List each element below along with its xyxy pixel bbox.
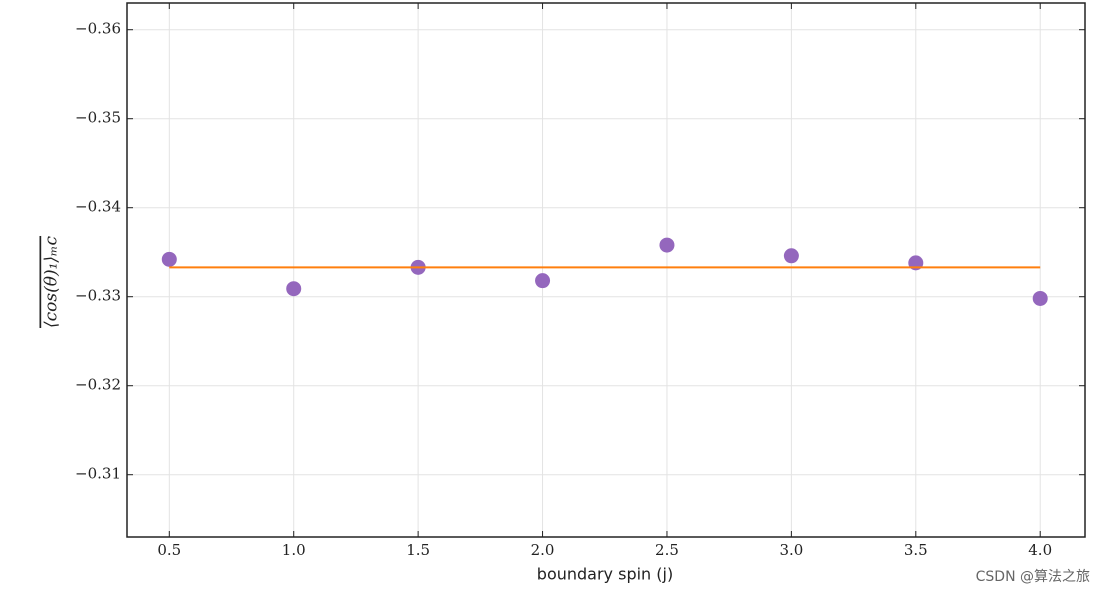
x-axis-label: boundary spin (j) — [537, 565, 673, 584]
point — [659, 237, 675, 253]
y-tick-label: −0.34 — [75, 198, 121, 216]
x-tick-label: 1.5 — [406, 541, 430, 559]
point — [161, 251, 177, 267]
point — [286, 281, 302, 297]
x-tick-label: 1.0 — [282, 541, 306, 559]
point — [783, 248, 799, 264]
x-tick-label: 4.0 — [1028, 541, 1052, 559]
y-axis-label: ⟨cos(θ)₁⟩ₘc — [42, 236, 62, 328]
x-tick-label: 2.0 — [531, 541, 555, 559]
x-tick-label: 3.5 — [904, 541, 928, 559]
y-tick-label: −0.31 — [75, 465, 121, 483]
y-tick-label: −0.35 — [75, 109, 121, 127]
x-tick-label: 3.0 — [779, 541, 803, 559]
point — [535, 273, 551, 289]
watermark: CSDN @算法之旅 — [976, 569, 1090, 585]
x-tick-label: 2.5 — [655, 541, 679, 559]
y-tick-label: −0.33 — [75, 287, 121, 305]
point — [1032, 290, 1048, 306]
y-tick-label: −0.32 — [75, 376, 121, 394]
y-tick-label: −0.36 — [75, 20, 121, 38]
x-tick-label: 0.5 — [157, 541, 181, 559]
plot-frame — [126, 2, 1086, 538]
